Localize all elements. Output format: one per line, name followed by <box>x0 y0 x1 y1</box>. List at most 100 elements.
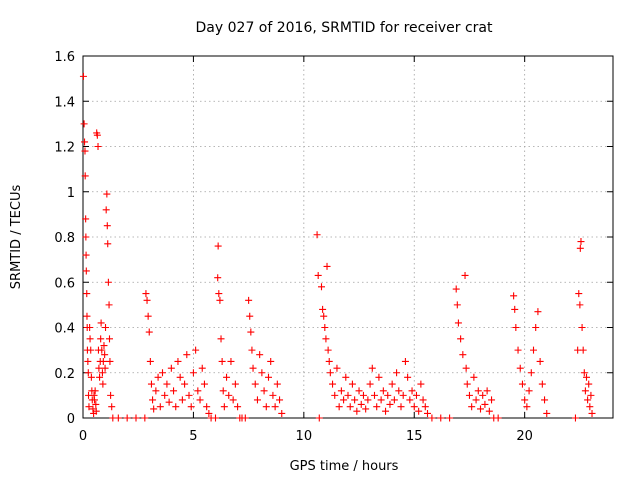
data-point <box>178 396 186 404</box>
data-point <box>465 391 473 399</box>
data-point <box>258 369 266 377</box>
data-point <box>320 312 328 320</box>
data-point <box>249 364 257 372</box>
x-tick-label: 5 <box>189 429 197 444</box>
data-point <box>183 351 191 359</box>
data-point <box>541 396 549 404</box>
data-point <box>337 387 345 395</box>
data-point <box>192 346 200 354</box>
data-point <box>348 380 356 388</box>
data-point <box>273 380 281 388</box>
data-point <box>161 391 169 399</box>
data-point <box>452 285 460 293</box>
data-point <box>351 396 359 404</box>
data-point <box>92 400 100 408</box>
data-point <box>253 396 261 404</box>
data-point <box>364 396 372 404</box>
data-point <box>530 346 537 354</box>
data-point <box>85 403 93 411</box>
data-point <box>269 391 277 399</box>
data-point <box>536 357 544 365</box>
data-point <box>408 387 416 395</box>
data-point <box>99 357 107 365</box>
data-point <box>576 244 584 252</box>
data-point <box>104 240 112 248</box>
data-point <box>214 274 222 282</box>
data-point <box>329 380 337 388</box>
data-point <box>319 305 327 313</box>
data-point <box>82 251 90 259</box>
data-point <box>223 373 231 381</box>
data-point <box>154 373 162 381</box>
data-point <box>234 403 242 411</box>
data-point <box>534 308 542 316</box>
data-point <box>100 342 108 350</box>
data-point <box>246 312 254 320</box>
data-point <box>323 262 331 270</box>
data-point <box>393 369 401 377</box>
data-point <box>481 400 489 408</box>
data-point <box>474 387 482 395</box>
data-point <box>428 414 436 422</box>
data-point <box>104 278 112 286</box>
data-point <box>103 222 111 230</box>
data-point <box>265 373 272 381</box>
data-point <box>324 346 332 354</box>
data-point <box>82 267 90 275</box>
data-point <box>218 357 226 365</box>
data-point <box>97 319 105 327</box>
y-tick-label: 1.4 <box>54 95 75 110</box>
data-point <box>101 351 109 359</box>
data-point <box>217 335 225 343</box>
data-point <box>141 414 149 422</box>
data-point <box>205 409 213 417</box>
data-point <box>355 387 363 395</box>
y-tick-label: 0.4 <box>54 322 75 337</box>
data-point <box>143 296 151 304</box>
data-point <box>214 242 222 250</box>
data-point <box>146 357 154 365</box>
data-point <box>106 335 113 343</box>
data-point <box>527 369 535 377</box>
data-point <box>174 357 182 365</box>
data-point <box>185 391 193 399</box>
data-point <box>463 380 471 388</box>
data-point <box>216 296 224 304</box>
data-point <box>397 403 405 411</box>
data-point <box>150 405 158 413</box>
data-point <box>488 396 496 404</box>
data-point <box>340 396 348 404</box>
data-point <box>165 398 173 406</box>
data-point <box>575 290 583 298</box>
data-point <box>357 400 365 408</box>
data-point <box>366 380 374 388</box>
data-point <box>313 231 321 239</box>
data-point <box>379 387 387 395</box>
data-point <box>172 403 180 411</box>
data-point <box>276 396 284 404</box>
data-point <box>511 305 519 313</box>
data-point <box>220 403 228 411</box>
y-tick-label: 0.8 <box>54 231 75 246</box>
data-point <box>176 373 184 381</box>
data-point <box>326 369 334 377</box>
data-point <box>90 396 98 404</box>
data-point <box>225 391 233 399</box>
data-point <box>377 396 385 404</box>
data-point <box>189 369 197 377</box>
data-point <box>262 403 270 411</box>
data-point <box>384 391 392 399</box>
data-point <box>333 364 341 372</box>
data-point <box>152 387 160 395</box>
data-point <box>147 380 155 388</box>
data-point <box>579 346 587 354</box>
data-points <box>79 72 596 422</box>
data-point <box>278 409 286 417</box>
data-point <box>446 414 454 422</box>
data-point <box>102 206 110 214</box>
data-point <box>462 364 470 372</box>
data-point <box>368 364 376 372</box>
data-point <box>386 400 394 408</box>
data-point <box>457 335 465 343</box>
